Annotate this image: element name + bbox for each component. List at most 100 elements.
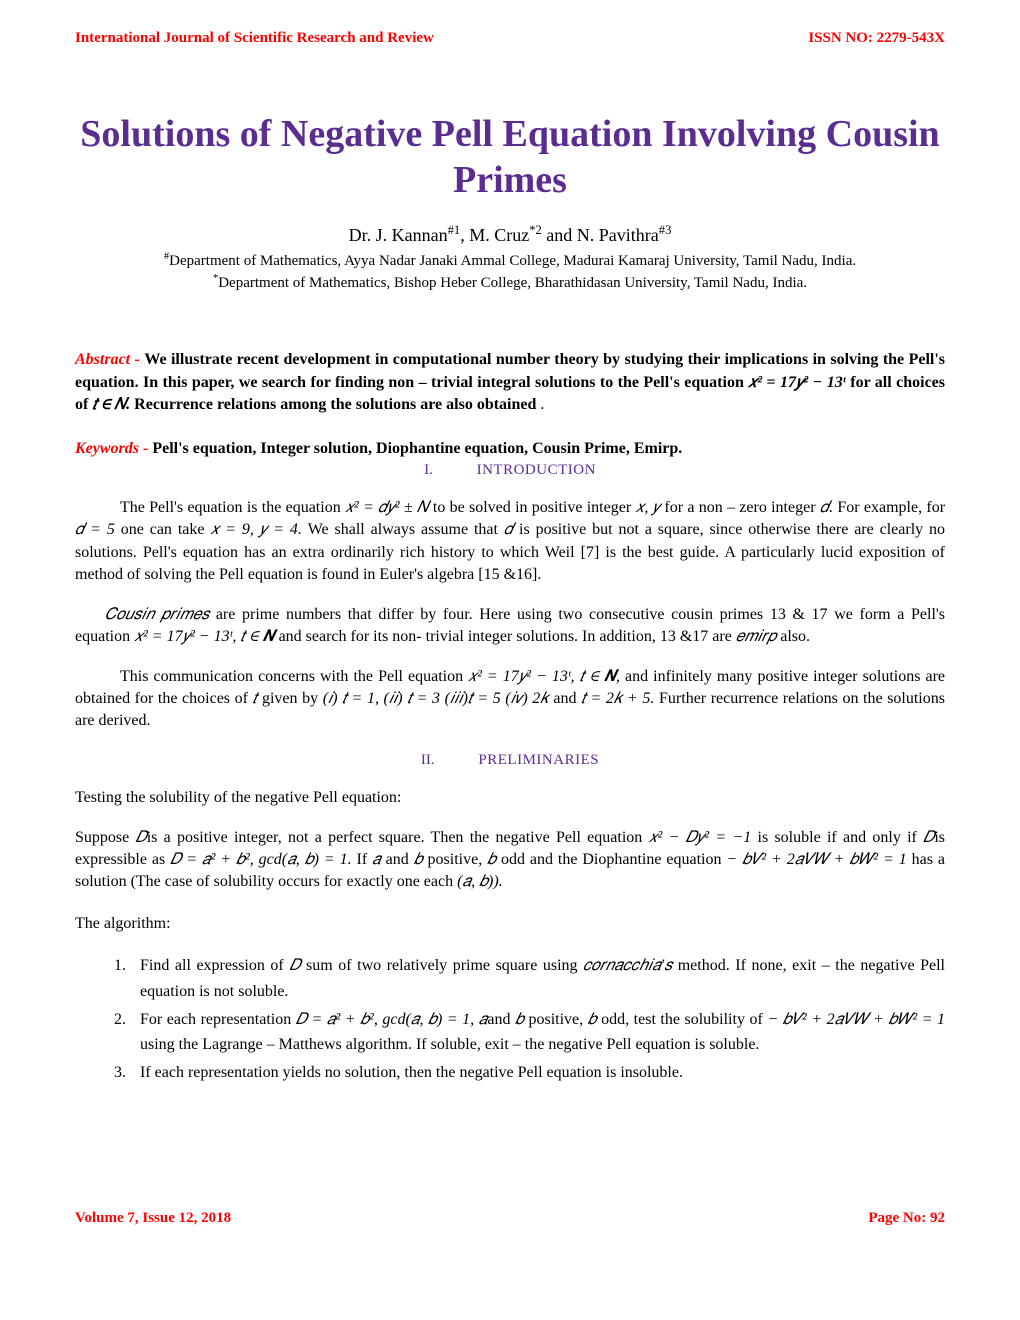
p1-f: one can take bbox=[115, 521, 211, 538]
page-footer: Volume 7, Issue 12, 2018 Page No: 92 bbox=[75, 1210, 945, 1227]
abstract-eq: 𝑥² = 17𝑦² − 13ᵗ bbox=[748, 374, 846, 391]
prelim-suppose: Suppose 𝐷is a positive integer, not a pe… bbox=[75, 827, 945, 893]
sup-h: odd and the Diophantine equation bbox=[496, 851, 726, 868]
sup-e: If bbox=[352, 851, 372, 868]
author-3-sup: #3 bbox=[659, 223, 672, 237]
keywords-label: Keywords - bbox=[75, 440, 152, 457]
abstract-text-3: Recurrence relations among the solutions… bbox=[134, 396, 536, 413]
p1-a: The Pell's equation is the equation bbox=[120, 499, 345, 516]
a2-eq: 𝐷 = 𝑎² + 𝑏², gcd(𝑎, 𝑏) = 1, 𝑎 bbox=[296, 1011, 488, 1028]
a1-a: Find all expression of bbox=[140, 957, 289, 974]
a1-corn: 𝑐𝑜𝑟𝑛𝑎𝑐𝑐ℎ𝑖𝑎′𝑠 bbox=[583, 957, 678, 974]
p1-e: For example, for bbox=[837, 499, 945, 516]
p1-g: We shall always assume that bbox=[308, 521, 504, 538]
p2-cp: 𝐶𝑜𝑢𝑠𝑖𝑛 𝑝𝑟𝑖𝑚𝑒𝑠 bbox=[105, 606, 216, 623]
p2-eq: 𝑥² = 17𝑦² − 13ᵗ, 𝑡 ∈ 𝑵 bbox=[134, 628, 274, 645]
sup-g: positive, bbox=[423, 851, 487, 868]
a1-D: 𝐷 bbox=[289, 957, 300, 974]
prelim-test-line: Testing the solubility of the negative P… bbox=[75, 787, 945, 809]
author-sep-1: , M. Cruz bbox=[460, 225, 529, 245]
keywords-block: Keywords - Pell's equation, Integer solu… bbox=[75, 440, 945, 458]
p2-c: and search for its non- trivial integer … bbox=[275, 628, 660, 645]
a2-a: For each representation bbox=[140, 1011, 296, 1028]
journal-name: International Journal of Scientific Rese… bbox=[75, 30, 434, 47]
a2-b: and bbox=[487, 1011, 515, 1028]
sup-D: 𝐷 bbox=[136, 829, 147, 846]
sup-b: is a positive integer, not a perfect squ… bbox=[147, 829, 649, 846]
author-1: Dr. J. Kannan bbox=[349, 225, 448, 245]
a2-eq2: − 𝑏𝑉² + 2𝑎𝑉𝑊 + 𝑏𝑊² = 1 bbox=[767, 1011, 945, 1028]
p3-d: and bbox=[549, 690, 581, 707]
p2-d: are bbox=[708, 628, 736, 645]
sup-ab: (𝑎, 𝑏)). bbox=[457, 873, 503, 890]
sup-eq1: 𝑥² − 𝐷𝑦² = −1 bbox=[649, 829, 752, 846]
p1-b: to be solved in positive integer bbox=[429, 499, 636, 516]
volume-info: Volume 7, Issue 12, 2018 bbox=[75, 1210, 231, 1227]
intro-para-2: 𝐶𝑜𝑢𝑠𝑖𝑛 𝑝𝑟𝑖𝑚𝑒𝑠 are prime numbers that dif… bbox=[75, 604, 945, 648]
p1-d: 𝑑. bbox=[820, 499, 838, 516]
p3-a: This communication concerns with the Pel… bbox=[120, 668, 468, 685]
p3-c: given by bbox=[262, 690, 323, 707]
sup-avar: 𝑎 bbox=[372, 851, 381, 868]
p1-eq3: 𝑥 = 9, 𝑦 = 4. bbox=[210, 521, 307, 538]
algo-item-2: For each representation 𝐷 = 𝑎² + 𝑏², gcd… bbox=[130, 1007, 945, 1058]
abstract-block: Abstract - We illustrate recent developm… bbox=[75, 349, 945, 416]
p2-1317b: 13 &17 bbox=[660, 628, 708, 645]
affiliation-2-text: Department of Mathematics, Bishop Heber … bbox=[218, 275, 807, 291]
section-label-2: PRELIMINARIES bbox=[478, 752, 599, 769]
a2-e: using the Lagrange – Matthews algorithm.… bbox=[140, 1036, 759, 1053]
algorithm-list: Find all expression of 𝐷 sum of two rela… bbox=[75, 953, 945, 1085]
section-intro-heading: I. INTRODUCTION bbox=[75, 462, 945, 479]
sup-c: is soluble if and only if bbox=[751, 829, 923, 846]
sup-a: Suppose bbox=[75, 829, 136, 846]
abstract-tin: 𝑡 ∈ 𝑁. bbox=[92, 396, 134, 413]
a2-d: odd, test the solubility of bbox=[597, 1011, 768, 1028]
algorithm-label: The algorithm: bbox=[75, 915, 945, 933]
p3-eq: 𝑥² = 17𝑦² − 13ᵗ, 𝑡 ∈ 𝑵, bbox=[468, 668, 620, 685]
sup-bvar2: 𝑏 bbox=[487, 851, 496, 868]
abstract-label: Abstract - bbox=[75, 351, 140, 368]
algo-item-1: Find all expression of 𝐷 sum of two rela… bbox=[130, 953, 945, 1004]
p1-xy: 𝑥, 𝑦 bbox=[635, 499, 660, 516]
authors-line: Dr. J. Kannan#1, M. Cruz*2 and N. Pavith… bbox=[75, 223, 945, 246]
p3-cases: (𝑖) 𝑡 = 1, (𝑖𝑖) 𝑡 = 3 (𝑖𝑖𝑖)𝑡 = 5 (𝑖𝑣) 2𝑘 bbox=[323, 690, 549, 707]
sup-D2: 𝐷 bbox=[923, 829, 934, 846]
paper-title: Solutions of Negative Pell Equation Invo… bbox=[75, 112, 945, 203]
intro-para-3: This communication concerns with the Pel… bbox=[75, 666, 945, 732]
p2-emirp: 𝑒𝑚𝑖𝑟𝑝 bbox=[736, 628, 776, 645]
algo-item-3: If each representation yields no solutio… bbox=[130, 1060, 945, 1086]
a2-bvar2: 𝑏 bbox=[588, 1011, 597, 1028]
p1-c: for a non – zero integer bbox=[660, 499, 820, 516]
issn-number: ISSN NO: 2279-543X bbox=[808, 30, 945, 47]
affiliation-2: *Department of Mathematics, Bishop Heber… bbox=[75, 272, 945, 294]
section-label-1: INTRODUCTION bbox=[477, 462, 596, 479]
sup-eq2: 𝐷 = 𝑎² + 𝑏², gcd(𝑎, 𝑏) = 1. bbox=[170, 851, 351, 868]
a3: If each representation yields no solutio… bbox=[140, 1064, 683, 1081]
keywords-text: Pell's equation, Integer solution, Dioph… bbox=[152, 440, 682, 457]
page-header: International Journal of Scientific Rese… bbox=[75, 30, 945, 47]
p1-dd: 𝑑 bbox=[504, 521, 519, 538]
intro-para-1: The Pell's equation is the equation 𝑥² =… bbox=[75, 497, 945, 585]
a1-b: sum of two relatively prime square using bbox=[301, 957, 584, 974]
affiliation-1-text: Department of Mathematics, Ayya Nadar Ja… bbox=[169, 253, 856, 269]
affiliation-1: #Department of Mathematics, Ayya Nadar J… bbox=[75, 250, 945, 272]
section-prelim-heading: II. PRELIMINARIES bbox=[75, 752, 945, 769]
p3-t: 𝑡 bbox=[253, 690, 262, 707]
p2-a: are prime numbers that differ by four. H… bbox=[216, 606, 770, 623]
p2-e: also. bbox=[776, 628, 810, 645]
sup-bvar: 𝑏 bbox=[414, 851, 423, 868]
page-number: Page No: 92 bbox=[868, 1210, 945, 1227]
p1-eq2: 𝑑 = 5 bbox=[75, 521, 115, 538]
author-2-sup: *2 bbox=[529, 223, 542, 237]
p2-1317: 13 & 17 bbox=[770, 606, 828, 623]
author-sep-2: and N. Pavithra bbox=[542, 225, 659, 245]
a2-c: positive, bbox=[524, 1011, 588, 1028]
section-num-1: I. bbox=[424, 462, 433, 479]
author-1-sup: #1 bbox=[448, 223, 461, 237]
sup-eq3: − 𝑏𝑉² + 2𝑎𝑉𝑊 + 𝑏𝑊² = 1 bbox=[726, 851, 906, 868]
p3-eq2: 𝑡 = 2𝑘 + 5. bbox=[581, 690, 659, 707]
sup-f: and bbox=[381, 851, 414, 868]
section-num-2: II. bbox=[421, 752, 435, 769]
a2-bvar: 𝑏 bbox=[515, 1011, 524, 1028]
p1-eq1: 𝑥² = 𝑑𝑦² ± 𝑁 bbox=[345, 499, 429, 516]
